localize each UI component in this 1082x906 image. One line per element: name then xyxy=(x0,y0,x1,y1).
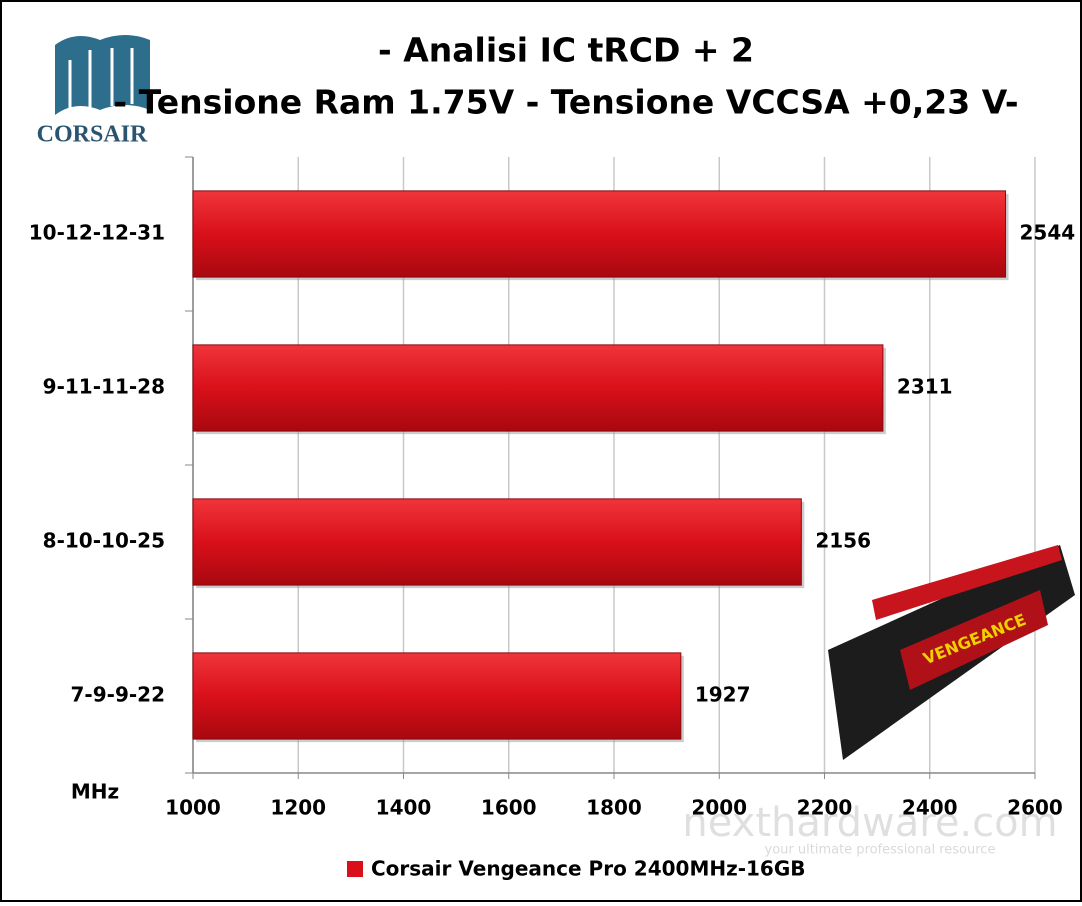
value-label: 2156 xyxy=(815,529,871,553)
x-tick-label: 1200 xyxy=(270,796,326,820)
legend: Corsair Vengeance Pro 2400MHz-16GB xyxy=(347,857,806,881)
bar xyxy=(193,191,1006,277)
watermark-tagline: your ultimate professional resource xyxy=(765,843,996,858)
chart-subtitle: - Tensione Ram 1.75V - Tensione VCCSA +0… xyxy=(113,83,1018,122)
value-label: 1927 xyxy=(695,683,751,707)
logo-text: CORSAIR xyxy=(37,122,148,148)
value-label: 2544 xyxy=(1020,221,1076,245)
x-tick-label: 1600 xyxy=(481,796,537,820)
axis-label: MHz xyxy=(71,780,119,804)
x-tick-label: 1400 xyxy=(376,796,432,820)
bar xyxy=(193,653,681,739)
chart-title: - Analisi IC tRCD + 2 xyxy=(378,31,754,70)
value-label: 2311 xyxy=(897,375,953,399)
bar xyxy=(193,499,801,585)
frame xyxy=(1,1,1081,901)
legend-swatch xyxy=(347,861,363,877)
y-tick-label: 7-9-9-22 xyxy=(71,683,165,707)
legend-label: Corsair Vengeance Pro 2400MHz-16GB xyxy=(371,857,806,881)
watermark: nexthardware.com xyxy=(682,800,1057,846)
x-tick-label: 1800 xyxy=(586,796,642,820)
y-tick-label: 8-10-10-25 xyxy=(43,529,165,553)
bar xyxy=(193,345,883,431)
x-tick-label: 1000 xyxy=(165,796,221,820)
y-tick-label: 9-11-11-28 xyxy=(43,375,165,399)
y-tick-label: 10-12-12-31 xyxy=(29,221,165,245)
chart: CORSAIR - Analisi IC tRCD + 2 - Tensione… xyxy=(0,0,1082,902)
